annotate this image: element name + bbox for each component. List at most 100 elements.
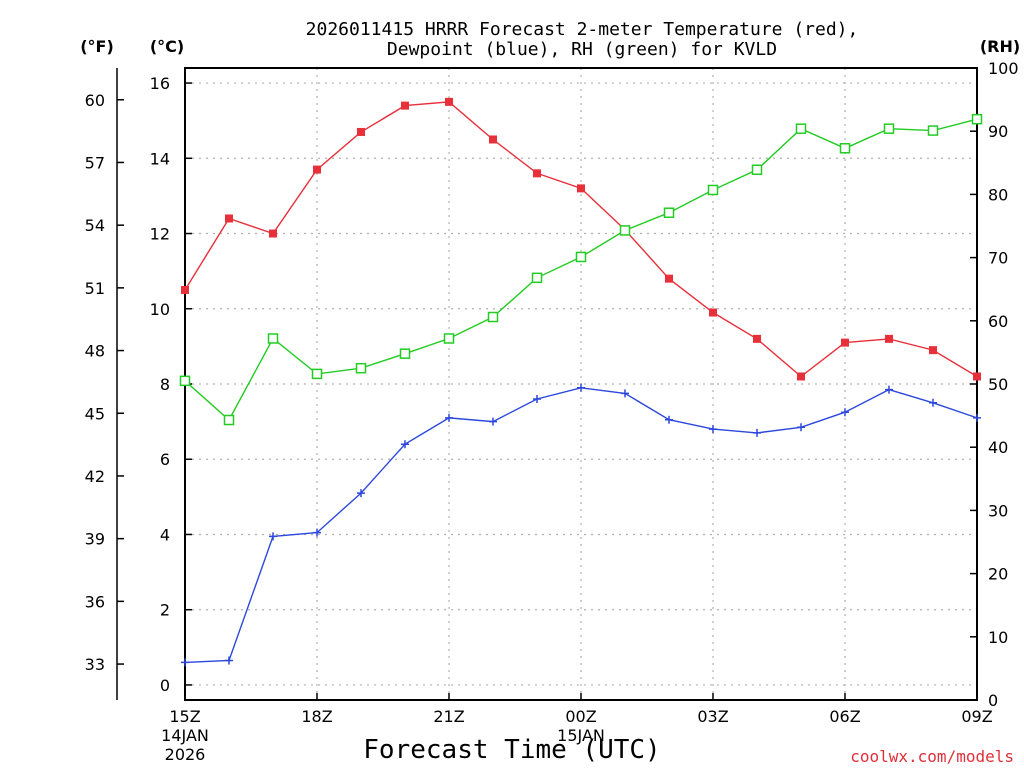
- f-tick-label: 45: [85, 404, 105, 423]
- rh-point: [795, 123, 807, 134]
- temperature-point: [753, 334, 761, 343]
- f-tick-label: 51: [85, 279, 105, 298]
- x-tick-label: 09Z: [961, 707, 992, 726]
- rh-point: [751, 164, 763, 176]
- temperature-point: [973, 372, 981, 381]
- temperature-point: [225, 214, 233, 223]
- temperature-point: [489, 135, 497, 144]
- x-axis-label: Forecast Time (UTC): [363, 735, 660, 765]
- rh-point: [223, 414, 235, 426]
- dewpoint-point: [841, 408, 849, 417]
- rh-point: [707, 184, 719, 196]
- temperature-point: [401, 101, 409, 110]
- rh-tick-label: 70: [988, 249, 1008, 268]
- watermark: coolwx.com/models: [850, 747, 1014, 766]
- grid-lines: [184, 68, 978, 700]
- rh-tick-label: 10: [988, 628, 1008, 647]
- rh-point: [575, 251, 587, 263]
- x-tick-label: 18Z: [301, 707, 332, 726]
- rh-point: [619, 225, 631, 236]
- rh-point: [267, 333, 279, 344]
- c-tick-label: 12: [150, 225, 170, 244]
- dewpoint-point: [269, 532, 277, 541]
- f-tick-label: 60: [85, 91, 105, 110]
- temperature-point: [885, 334, 893, 343]
- dewpoint-point: [709, 425, 717, 434]
- temperature-point: [665, 274, 673, 283]
- dewpoint-point: [753, 428, 761, 437]
- rh-point: [443, 333, 455, 344]
- dewpoint-point: [885, 385, 893, 394]
- dewpoint-point: [401, 440, 409, 449]
- dewpoint-point: [225, 656, 233, 665]
- x-tick-date-label: 15JAN: [557, 726, 605, 745]
- dewpoint-point: [445, 413, 453, 422]
- rh-point: [311, 368, 323, 380]
- dewpoint-point: [797, 423, 805, 432]
- dewpoint-point: [621, 389, 629, 398]
- f-tick-label: 57: [85, 153, 105, 172]
- temperature-point: [313, 165, 321, 174]
- f-tick-label: 39: [85, 530, 105, 549]
- series-markers: [179, 97, 983, 667]
- chart-title-line-1: 2026011415 HRRR Forecast 2-meter Tempera…: [306, 19, 859, 40]
- rh-tick-label: 80: [988, 185, 1008, 204]
- rh-point: [531, 272, 543, 284]
- x-tick-label: 15Z: [169, 707, 200, 726]
- rh-point: [971, 113, 983, 125]
- temperature-point: [269, 229, 277, 238]
- rh-tick-label: 0: [988, 691, 998, 710]
- temperature-point: [533, 169, 541, 178]
- fahrenheit-unit-label: (°F): [80, 37, 114, 56]
- temperature-point: [797, 372, 805, 381]
- c-tick-label: 10: [150, 300, 170, 319]
- dewpoint-point: [313, 528, 321, 537]
- rh-point: [179, 375, 191, 387]
- x-tick-label: 03Z: [697, 707, 728, 726]
- rh-point: [883, 123, 895, 134]
- temperature-point: [709, 308, 717, 317]
- dewpoint-point: [973, 413, 981, 422]
- c-tick-label: 0: [160, 676, 170, 695]
- rh-tick-label: 20: [988, 565, 1008, 584]
- dewpoint-point: [577, 383, 585, 392]
- rh-tick-label: 100: [988, 59, 1019, 78]
- f-tick-label: 36: [85, 592, 105, 611]
- c-tick-label: 16: [150, 74, 170, 93]
- c-tick-label: 2: [160, 601, 170, 620]
- temperature-point: [445, 97, 453, 106]
- rh-point: [487, 311, 499, 323]
- x-tick-year-label: 2026: [165, 745, 206, 764]
- rh-point: [399, 348, 411, 359]
- rh-point: [839, 143, 851, 154]
- rh-tick-label: 40: [988, 438, 1008, 457]
- chart-axes: [116, 67, 978, 701]
- dewpoint-point: [489, 417, 497, 426]
- celsius-unit-label: (°C): [150, 37, 184, 56]
- temperature-point: [841, 338, 849, 347]
- temperature-point: [357, 127, 365, 136]
- dewpoint-point: [929, 398, 937, 407]
- c-tick-label: 4: [160, 525, 170, 544]
- temperature-point: [577, 184, 585, 193]
- x-tick-date-label: 14JAN: [161, 726, 209, 745]
- x-tick-label: 21Z: [433, 707, 464, 726]
- rh-tick-label: 90: [988, 122, 1008, 141]
- rh-point: [927, 125, 939, 136]
- rh-point: [355, 362, 367, 374]
- f-tick-label: 54: [85, 216, 105, 235]
- dewpoint-point: [181, 658, 189, 667]
- rh-unit-label: (RH): [980, 37, 1020, 56]
- f-tick-label: 42: [85, 467, 105, 486]
- temperature-point: [181, 285, 189, 294]
- x-tick-label: 06Z: [829, 707, 860, 726]
- rh-tick-label: 50: [988, 375, 1008, 394]
- c-tick-label: 8: [160, 375, 170, 394]
- c-tick-label: 14: [150, 149, 170, 168]
- dewpoint-point: [357, 489, 365, 498]
- dewpoint-point: [665, 415, 673, 424]
- chart-title-line-2: Dewpoint (blue), RH (green) for KVLD: [387, 39, 777, 60]
- f-tick-label: 33: [85, 655, 105, 674]
